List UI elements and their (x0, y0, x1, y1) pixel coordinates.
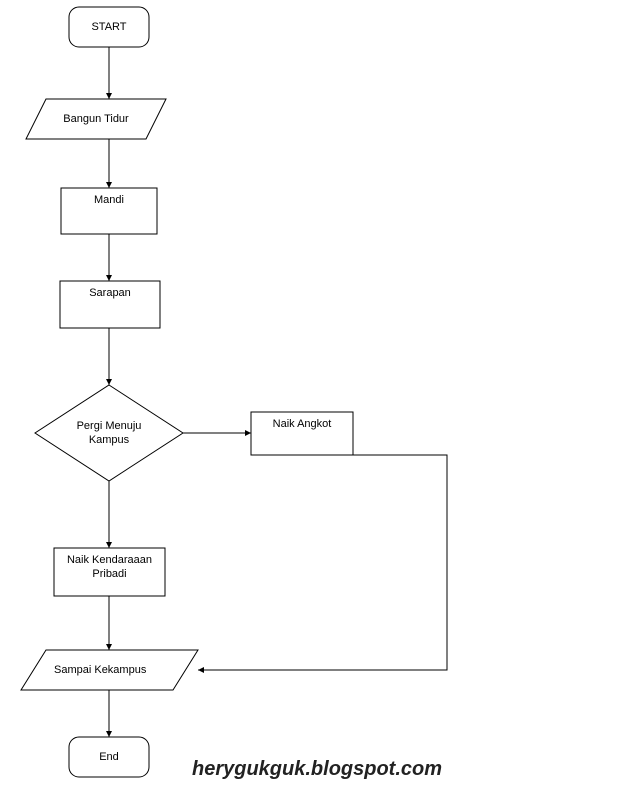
edge-angkot-sampai (198, 455, 447, 670)
node-label: Kampus (89, 434, 130, 446)
node-end: End (69, 737, 149, 777)
node-label: Naik Kendaraaan (67, 554, 152, 566)
node-label: Mandi (94, 194, 124, 206)
node-label: Sampai Kekampus (54, 664, 147, 676)
nodes-layer: START Bangun Tidur Mandi Sarapan Pergi Menuj… (21, 7, 353, 777)
node-angkot: Naik Angkot (251, 412, 353, 455)
node-pergi: Pergi Menuju Kampus (35, 385, 183, 481)
node-label: START (91, 21, 126, 33)
edges-layer (109, 47, 447, 737)
node-bangun: Bangun Tidur (26, 99, 166, 139)
node-pribadi: Naik Kendaraaan Pribadi (54, 548, 165, 596)
node-label: End (99, 751, 119, 763)
node-label: Naik Angkot (273, 418, 332, 430)
node-sarapan: Sarapan (60, 281, 160, 328)
node-sampai: Sampai Kekampus (21, 650, 198, 690)
node-label: Pergi Menuju (77, 420, 142, 432)
watermark-text: herygukguk.blogspot.com (192, 758, 442, 780)
node-start: START (69, 7, 149, 47)
node-label: Sarapan (89, 287, 131, 299)
node-label: Pribadi (92, 568, 126, 580)
node-mandi: Mandi (61, 188, 157, 234)
flowchart: START Bangun Tidur Mandi Sarapan Pergi Menuj… (0, 0, 640, 793)
node-label: Bangun Tidur (63, 113, 129, 125)
